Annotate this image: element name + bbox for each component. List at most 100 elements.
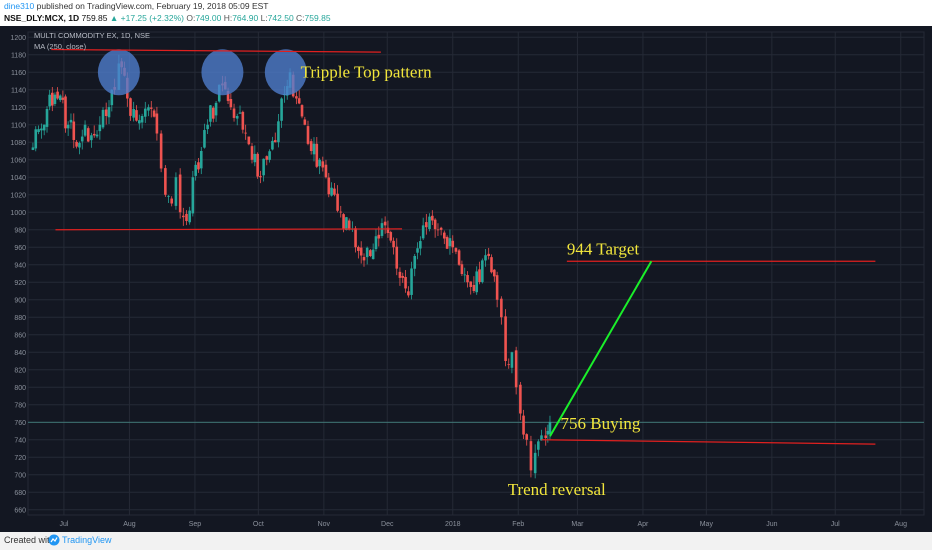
buy-trendline[interactable]	[541, 439, 876, 445]
close-value: 759.85	[304, 13, 331, 23]
candle-body	[309, 141, 313, 151]
candle-body	[362, 257, 366, 261]
candle-body	[487, 253, 490, 256]
candle-body	[253, 153, 257, 163]
y-tick-label: 1100	[11, 122, 26, 129]
candle-body	[333, 188, 336, 195]
symbol-info: NSE_DLY:MCX, 1D 759.85 ▲ +17.25 (+2.32%)…	[4, 13, 331, 23]
candle-body	[493, 269, 496, 277]
y-tick-label: 940	[14, 262, 26, 269]
y-tick-label: 1000	[10, 210, 26, 217]
candle-body	[53, 94, 57, 104]
chart-title: MULTI COMMODITY EX, 1D, NSE	[34, 31, 150, 40]
candle-body	[191, 177, 195, 214]
candle-body	[303, 119, 307, 125]
candle-body	[58, 95, 62, 101]
candle-body	[345, 217, 348, 231]
candle-body	[214, 102, 218, 116]
axes: 660 680 700 720 740 760 780 800 820 840 860 880 900 9…	[10, 35, 907, 528]
symbol-label: NSE_DLY:MCX, 1D	[4, 13, 80, 23]
candle-body	[56, 91, 59, 99]
candle-body	[347, 220, 351, 230]
open-label: O:	[186, 13, 196, 23]
candle-body	[101, 109, 105, 128]
y-tick-label: 960	[14, 245, 26, 252]
header-bar: dine310 published on TradingView.com, Fe…	[0, 0, 932, 26]
candle-body	[159, 133, 163, 169]
price-chart[interactable]: 660 680 700 720 740 760 780 800 820 840 860 880 900 9…	[0, 26, 932, 532]
resistance-trendline[interactable]	[51, 48, 381, 53]
projection-arrow-line[interactable]	[549, 260, 653, 437]
y-tick-label: 660	[14, 507, 26, 514]
candle-body	[48, 94, 51, 107]
y-tick-label: 1040	[10, 175, 26, 182]
candle-body	[247, 136, 251, 145]
x-tick-label: Aug	[895, 521, 908, 528]
candle-body	[327, 177, 331, 195]
low-value: 742.50	[267, 13, 294, 23]
top-highlight-circle[interactable]	[264, 49, 307, 96]
candle-body	[167, 195, 170, 197]
y-tick-label: 1140	[11, 87, 26, 94]
y-tick-label: 1200	[10, 35, 26, 42]
y-tick-label: 1180	[11, 52, 26, 59]
y-tick-label: 1060	[10, 157, 26, 164]
candle-body	[359, 247, 363, 256]
candle-body	[490, 257, 493, 273]
top-highlight-circle[interactable]	[97, 49, 140, 96]
candle-body	[365, 247, 369, 258]
support-trendline[interactable]	[55, 228, 403, 231]
candle-body	[386, 227, 390, 234]
candle-body	[454, 248, 458, 252]
indicator-label[interactable]: MA (250, close)	[34, 42, 87, 51]
publisher-link[interactable]: dine310	[4, 1, 35, 11]
candle-body	[457, 250, 461, 265]
y-tick-label: 840	[14, 350, 26, 357]
tradingview-brand[interactable]: TradingView	[62, 535, 112, 545]
x-tick-label: Oct	[253, 521, 264, 528]
candle-body	[197, 162, 200, 170]
candle-body	[37, 129, 40, 133]
candle-body	[40, 128, 43, 131]
candle-body	[34, 129, 38, 149]
y-tick-label: 780	[14, 402, 26, 409]
candle-body	[194, 164, 197, 176]
candle-body	[463, 274, 467, 276]
candle-body	[273, 140, 277, 143]
candle-body	[31, 147, 35, 150]
candle-body	[132, 109, 135, 118]
candle-body	[318, 159, 321, 167]
candle-body	[529, 441, 533, 471]
candle-body	[232, 108, 236, 118]
candle-body	[64, 96, 67, 129]
candle-body	[324, 164, 328, 178]
low-label: L:	[260, 13, 268, 23]
high-value: 764.90	[232, 13, 259, 23]
candle-body	[544, 435, 548, 438]
candle-body	[475, 271, 479, 293]
candle-body	[265, 156, 269, 160]
candle-body	[428, 216, 431, 230]
candle-body	[90, 135, 93, 141]
candle-body	[354, 228, 357, 248]
y-tick-label: 800	[14, 385, 26, 392]
grid	[27, 31, 925, 516]
x-tick-label: May	[700, 521, 714, 528]
candle-body	[178, 174, 182, 213]
x-tick-label: Dec	[381, 521, 394, 528]
candle-body	[439, 227, 443, 230]
candle-body	[425, 222, 428, 228]
candle-body	[389, 232, 393, 241]
candle-body	[321, 161, 325, 168]
candle-body	[277, 121, 280, 143]
candle-body	[300, 105, 304, 117]
candle-body	[383, 221, 387, 226]
candle-body	[250, 146, 254, 160]
candle-body	[416, 248, 419, 253]
candle-body	[436, 229, 440, 231]
y-tick-label: 680	[14, 490, 26, 497]
candle-body	[401, 275, 405, 278]
top-highlight-circle[interactable]	[201, 49, 244, 96]
candle-body	[510, 352, 514, 368]
candle-body	[42, 124, 46, 131]
